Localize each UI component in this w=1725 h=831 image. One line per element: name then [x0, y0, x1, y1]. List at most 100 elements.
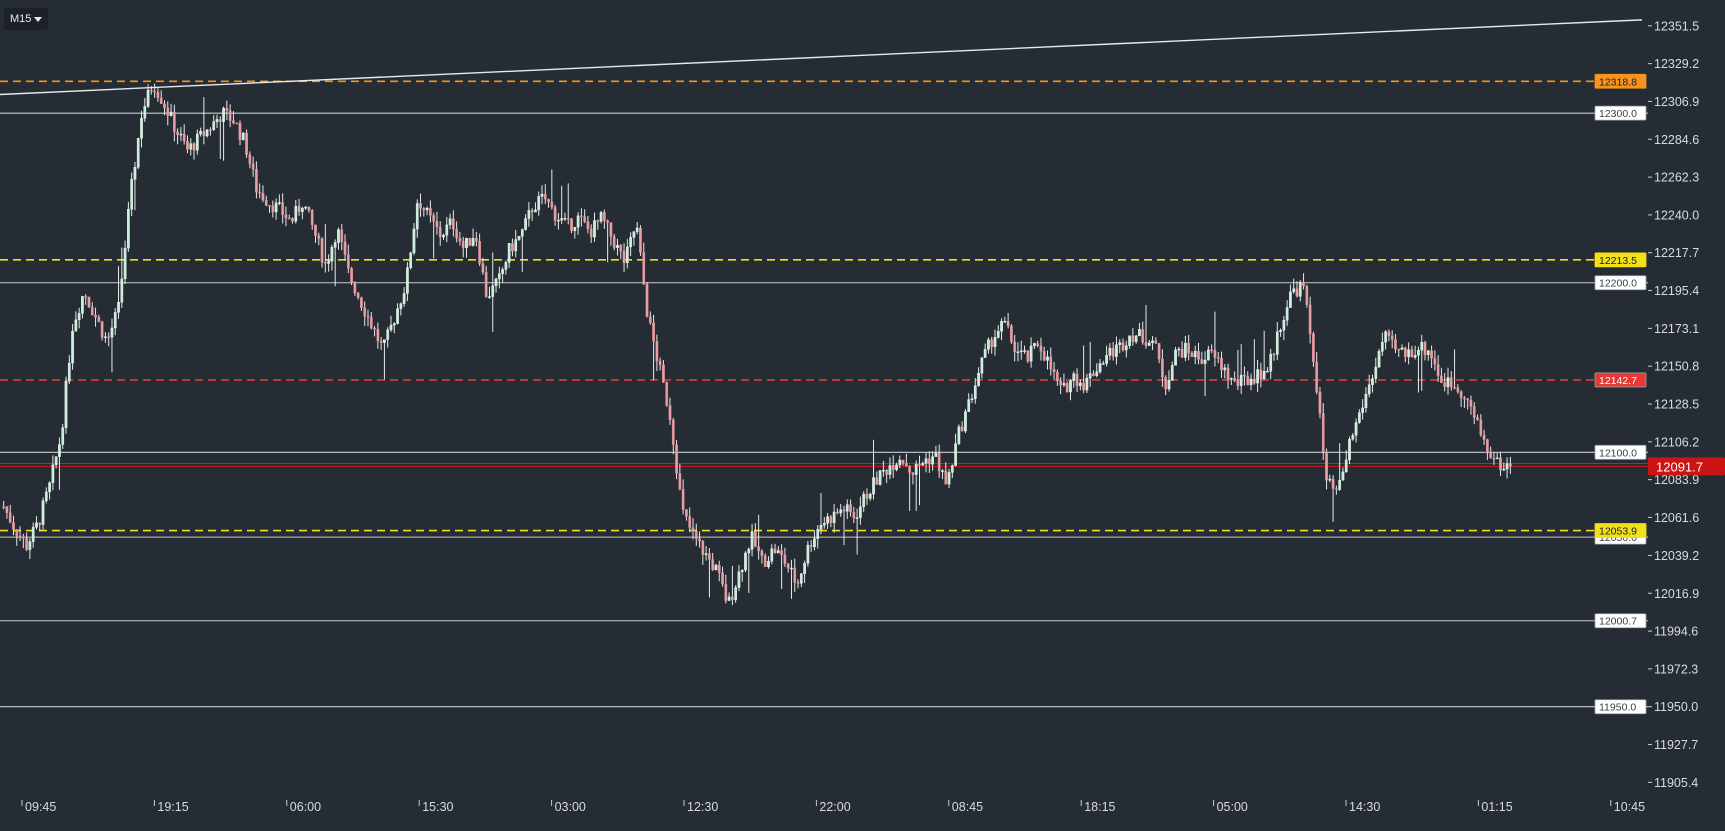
candle-body: [1262, 371, 1266, 380]
current-price-badge: 12091.7: [1648, 457, 1725, 476]
candle: [274, 198, 278, 220]
candle-body: [1233, 378, 1236, 381]
candle: [1190, 351, 1194, 358]
candle: [527, 202, 531, 227]
candle-body: [790, 567, 793, 570]
candle: [770, 544, 774, 565]
candle: [1177, 346, 1181, 357]
candle-body: [934, 453, 938, 457]
candle: [12, 515, 15, 536]
candle: [1170, 361, 1174, 381]
candle-body: [1492, 457, 1496, 460]
candle-body: [31, 527, 35, 542]
candle-body: [1157, 343, 1161, 360]
x-tick-label: 01:15: [1481, 800, 1512, 814]
candles-layer: [2, 83, 1512, 606]
candle: [573, 227, 577, 239]
candle: [875, 471, 879, 485]
candle: [1210, 344, 1213, 354]
candle-body: [530, 210, 534, 213]
candle: [412, 222, 416, 256]
candle: [1469, 395, 1473, 415]
candle: [1111, 342, 1115, 361]
level-label-1-box: [1594, 105, 1647, 121]
candle: [1108, 343, 1112, 361]
level-label-7-text: 12053.9: [1599, 526, 1637, 538]
candle-body: [419, 203, 422, 209]
candle: [81, 295, 84, 319]
candle-body: [1364, 393, 1368, 409]
level-label-5-box: [1594, 444, 1647, 460]
candle-body: [1453, 387, 1456, 389]
candle: [41, 497, 45, 530]
candle: [1377, 348, 1381, 368]
candle-body: [1486, 439, 1489, 453]
candle: [1151, 336, 1154, 351]
candle: [195, 129, 199, 155]
candle-body: [287, 217, 291, 220]
candle-body: [980, 357, 984, 374]
candle-body: [944, 470, 948, 485]
candle: [100, 320, 104, 341]
candle-body: [839, 509, 843, 514]
candle-body: [442, 234, 445, 238]
level-label-3-box: [1594, 275, 1647, 291]
level-label-8-box: [1594, 613, 1647, 629]
candle-body: [1410, 349, 1414, 358]
level-label-1: 12300.0: [1594, 105, 1647, 121]
candle: [1213, 311, 1217, 367]
candle-body: [1062, 383, 1066, 386]
candle-body: [534, 209, 537, 213]
candle: [1006, 312, 1010, 329]
candle: [5, 505, 9, 519]
candle-body: [1472, 406, 1476, 418]
candle: [104, 332, 107, 343]
candle: [1459, 390, 1463, 408]
candle-body: [301, 207, 304, 212]
candle: [714, 563, 718, 571]
candle-body: [1190, 352, 1194, 358]
candle: [182, 124, 186, 145]
candle: [386, 327, 390, 348]
candle-body: [1105, 355, 1108, 364]
candle-body: [698, 538, 701, 542]
candle-body: [619, 245, 623, 252]
candle: [717, 560, 721, 582]
candle: [547, 198, 550, 208]
candle: [1193, 345, 1197, 365]
candle-body: [599, 212, 603, 222]
candle-body: [18, 535, 22, 538]
candle: [737, 565, 741, 592]
candle-body: [888, 465, 892, 475]
candle-body: [694, 531, 698, 539]
candle-body: [35, 522, 38, 528]
candle: [343, 234, 347, 261]
candle-body: [1344, 459, 1348, 473]
candle-body: [635, 227, 639, 232]
candle: [136, 137, 140, 170]
candle: [832, 503, 836, 533]
candle-body: [1193, 351, 1197, 358]
candle: [1187, 334, 1191, 361]
candle-body: [1128, 335, 1131, 346]
candle-body: [251, 163, 255, 170]
candle: [369, 312, 373, 330]
y-tick-label: 12106.2: [1654, 435, 1699, 449]
candle-body: [1502, 468, 1506, 471]
candle-body: [993, 337, 997, 347]
candle: [681, 479, 685, 515]
candle: [734, 585, 738, 603]
candle-body: [954, 443, 957, 466]
candle: [852, 506, 856, 524]
candle-body: [409, 252, 413, 268]
candle-body: [176, 131, 179, 136]
candle: [1328, 474, 1332, 483]
candle-body: [1423, 342, 1427, 356]
candle: [724, 574, 728, 604]
candle: [1361, 399, 1364, 420]
candle-body: [422, 208, 426, 211]
timeframe-selector[interactable]: M15: [4, 8, 49, 30]
candle: [655, 334, 659, 371]
